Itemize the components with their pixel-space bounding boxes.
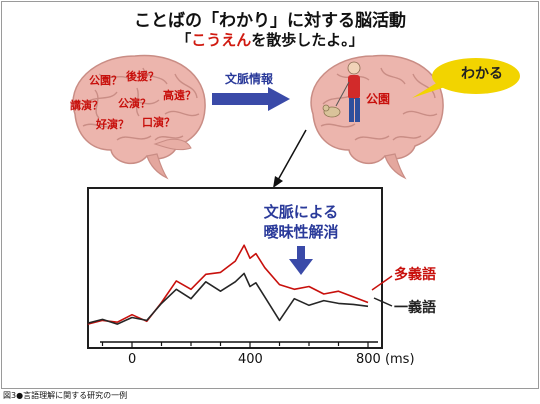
left-brain-word: 高遠？ [163,89,196,102]
subtitle-open: 「 [176,31,192,49]
context-arrow-icon [212,87,290,111]
series-multi-meaning-line [87,244,369,325]
x-tick-label: 800 (ms) [356,352,415,367]
balloon-text: わかる [461,66,503,82]
left-brain-illustration [72,54,206,180]
left-brain-word: 好演？ [96,118,129,131]
pointer-arrow-icon [273,129,307,188]
left-brain-word: 口演？ [142,116,175,129]
subtitle-rest: を散歩したよ。」 [251,31,364,49]
x-tick-label: 0 [128,352,137,367]
left-brain-word: 公演？ [118,97,151,110]
down-arrow-icon [289,246,313,275]
figure-title: ことばの「わかり」に対する脳活動 [134,11,406,31]
figure-subtitle: 「こうえんを散歩したよ。」 [0,29,540,50]
annotation-line-2: 曖昧性解消 [263,223,339,241]
legend-single-meaning: 一義語 [394,300,436,316]
series-single-meaning-line [87,272,369,325]
right-brain-illustration [310,54,444,180]
disambiguation-annotation: 文脈による 曖昧性解消 [236,202,366,242]
left-brain-word: 公園？ [89,74,122,87]
context-info-label: 文脈情報 [224,72,273,86]
x-tick-label: 400 [238,352,263,367]
right-brain-word: 公園 [366,92,391,106]
subtitle-highlight: こうえん [191,31,252,49]
erp-graph-frame [87,187,383,349]
understanding-balloon [412,58,520,98]
left-brain-word: 講演？ [70,99,103,112]
left-brain-word: 後援？ [126,70,159,83]
walking-person-icon [322,61,361,122]
legend-multi-meaning: 多義語 [394,267,436,283]
annotation-line-1: 文脈による [263,203,339,221]
figure-caption: 図3●言語理解に関する研究の一例 [3,391,128,400]
